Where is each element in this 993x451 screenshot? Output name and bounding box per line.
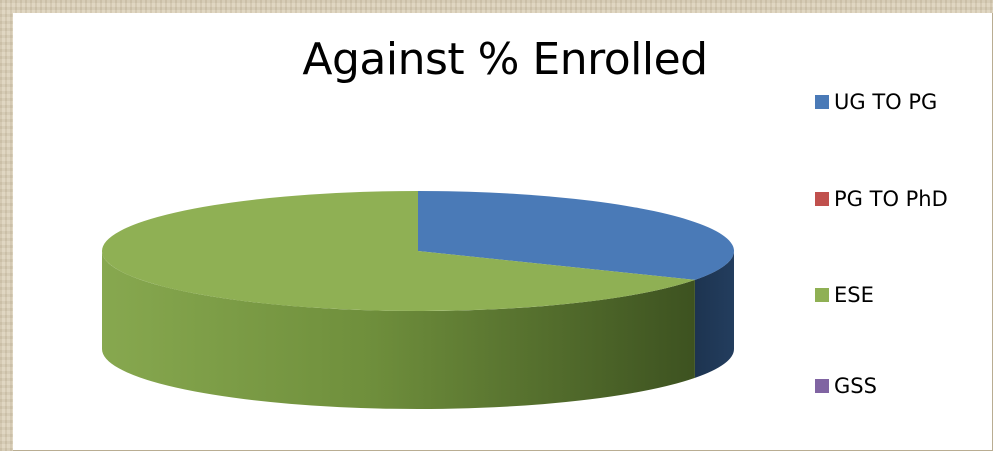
- legend-item: GSS: [815, 374, 877, 398]
- legend-swatch: [815, 288, 829, 302]
- pie-slice-ese: [102, 191, 695, 311]
- pie-slice-side-ug-to-pg: [694, 251, 734, 378]
- legend-label: ESE: [834, 283, 874, 307]
- pie-slice-side-ese: [102, 251, 695, 409]
- legend-swatch: [815, 192, 829, 206]
- legend-item: UG TO PG: [815, 90, 937, 114]
- legend-swatch: [815, 95, 829, 109]
- pie-slice-ug-to-pg: [418, 191, 735, 280]
- legend-label: UG TO PG: [834, 90, 938, 114]
- legend-swatch: [815, 379, 829, 393]
- chart-title: Against % Enrolled: [302, 34, 708, 85]
- legend-label: GSS: [834, 374, 877, 398]
- legend-item: ESE: [815, 283, 874, 307]
- legend-label: PG TO PhD: [834, 187, 948, 211]
- legend-item: PG TO PhD: [815, 187, 948, 211]
